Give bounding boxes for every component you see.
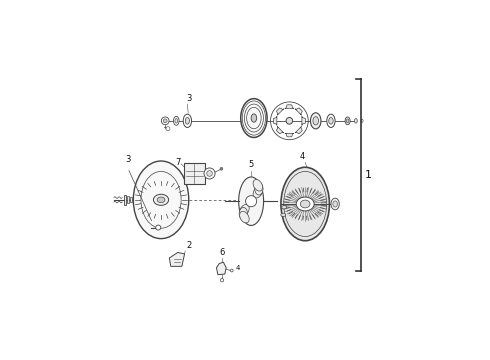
Circle shape — [204, 168, 215, 179]
Ellipse shape — [361, 119, 363, 122]
Polygon shape — [295, 108, 302, 115]
Ellipse shape — [329, 117, 333, 124]
Ellipse shape — [255, 183, 263, 195]
Circle shape — [161, 117, 169, 125]
Ellipse shape — [355, 118, 357, 123]
Ellipse shape — [251, 114, 257, 122]
Circle shape — [220, 279, 223, 282]
Ellipse shape — [175, 118, 178, 123]
Circle shape — [163, 119, 167, 123]
Ellipse shape — [282, 206, 287, 209]
Ellipse shape — [153, 194, 169, 205]
Ellipse shape — [311, 113, 321, 129]
Ellipse shape — [133, 161, 189, 239]
Ellipse shape — [253, 186, 263, 198]
Text: 6: 6 — [220, 248, 225, 257]
Bar — [127, 196, 129, 203]
Ellipse shape — [313, 117, 318, 125]
Polygon shape — [285, 133, 294, 137]
Polygon shape — [170, 252, 185, 266]
Bar — [184, 163, 205, 184]
Polygon shape — [217, 262, 226, 275]
Polygon shape — [276, 108, 284, 115]
Polygon shape — [302, 116, 305, 125]
Ellipse shape — [241, 99, 267, 138]
Ellipse shape — [296, 197, 314, 211]
Bar — [130, 197, 132, 202]
Ellipse shape — [239, 177, 264, 225]
Ellipse shape — [331, 198, 339, 210]
Ellipse shape — [281, 167, 329, 241]
Text: 7: 7 — [175, 158, 180, 167]
Polygon shape — [285, 105, 294, 108]
Text: 1: 1 — [365, 170, 372, 180]
Text: 2: 2 — [186, 241, 191, 250]
Ellipse shape — [183, 114, 192, 127]
Text: 5: 5 — [248, 160, 254, 169]
Bar — [123, 195, 126, 205]
Ellipse shape — [327, 114, 335, 127]
Ellipse shape — [240, 204, 249, 216]
Ellipse shape — [300, 200, 310, 208]
Ellipse shape — [253, 180, 263, 191]
Ellipse shape — [345, 117, 350, 125]
Text: 3: 3 — [186, 94, 192, 103]
Text: 4: 4 — [236, 265, 240, 271]
Circle shape — [286, 117, 293, 124]
Ellipse shape — [239, 207, 247, 220]
Ellipse shape — [333, 201, 337, 207]
Ellipse shape — [346, 119, 349, 123]
Polygon shape — [295, 126, 302, 134]
Polygon shape — [273, 116, 277, 125]
Ellipse shape — [185, 117, 190, 124]
Ellipse shape — [173, 116, 179, 125]
Ellipse shape — [281, 213, 286, 216]
Text: 4: 4 — [300, 152, 305, 161]
Ellipse shape — [240, 211, 249, 223]
Circle shape — [207, 171, 212, 176]
Circle shape — [230, 269, 233, 272]
Circle shape — [156, 225, 161, 230]
Polygon shape — [276, 126, 284, 134]
Text: 3: 3 — [125, 155, 130, 164]
Circle shape — [245, 196, 257, 207]
Circle shape — [220, 167, 223, 170]
Ellipse shape — [157, 197, 165, 203]
